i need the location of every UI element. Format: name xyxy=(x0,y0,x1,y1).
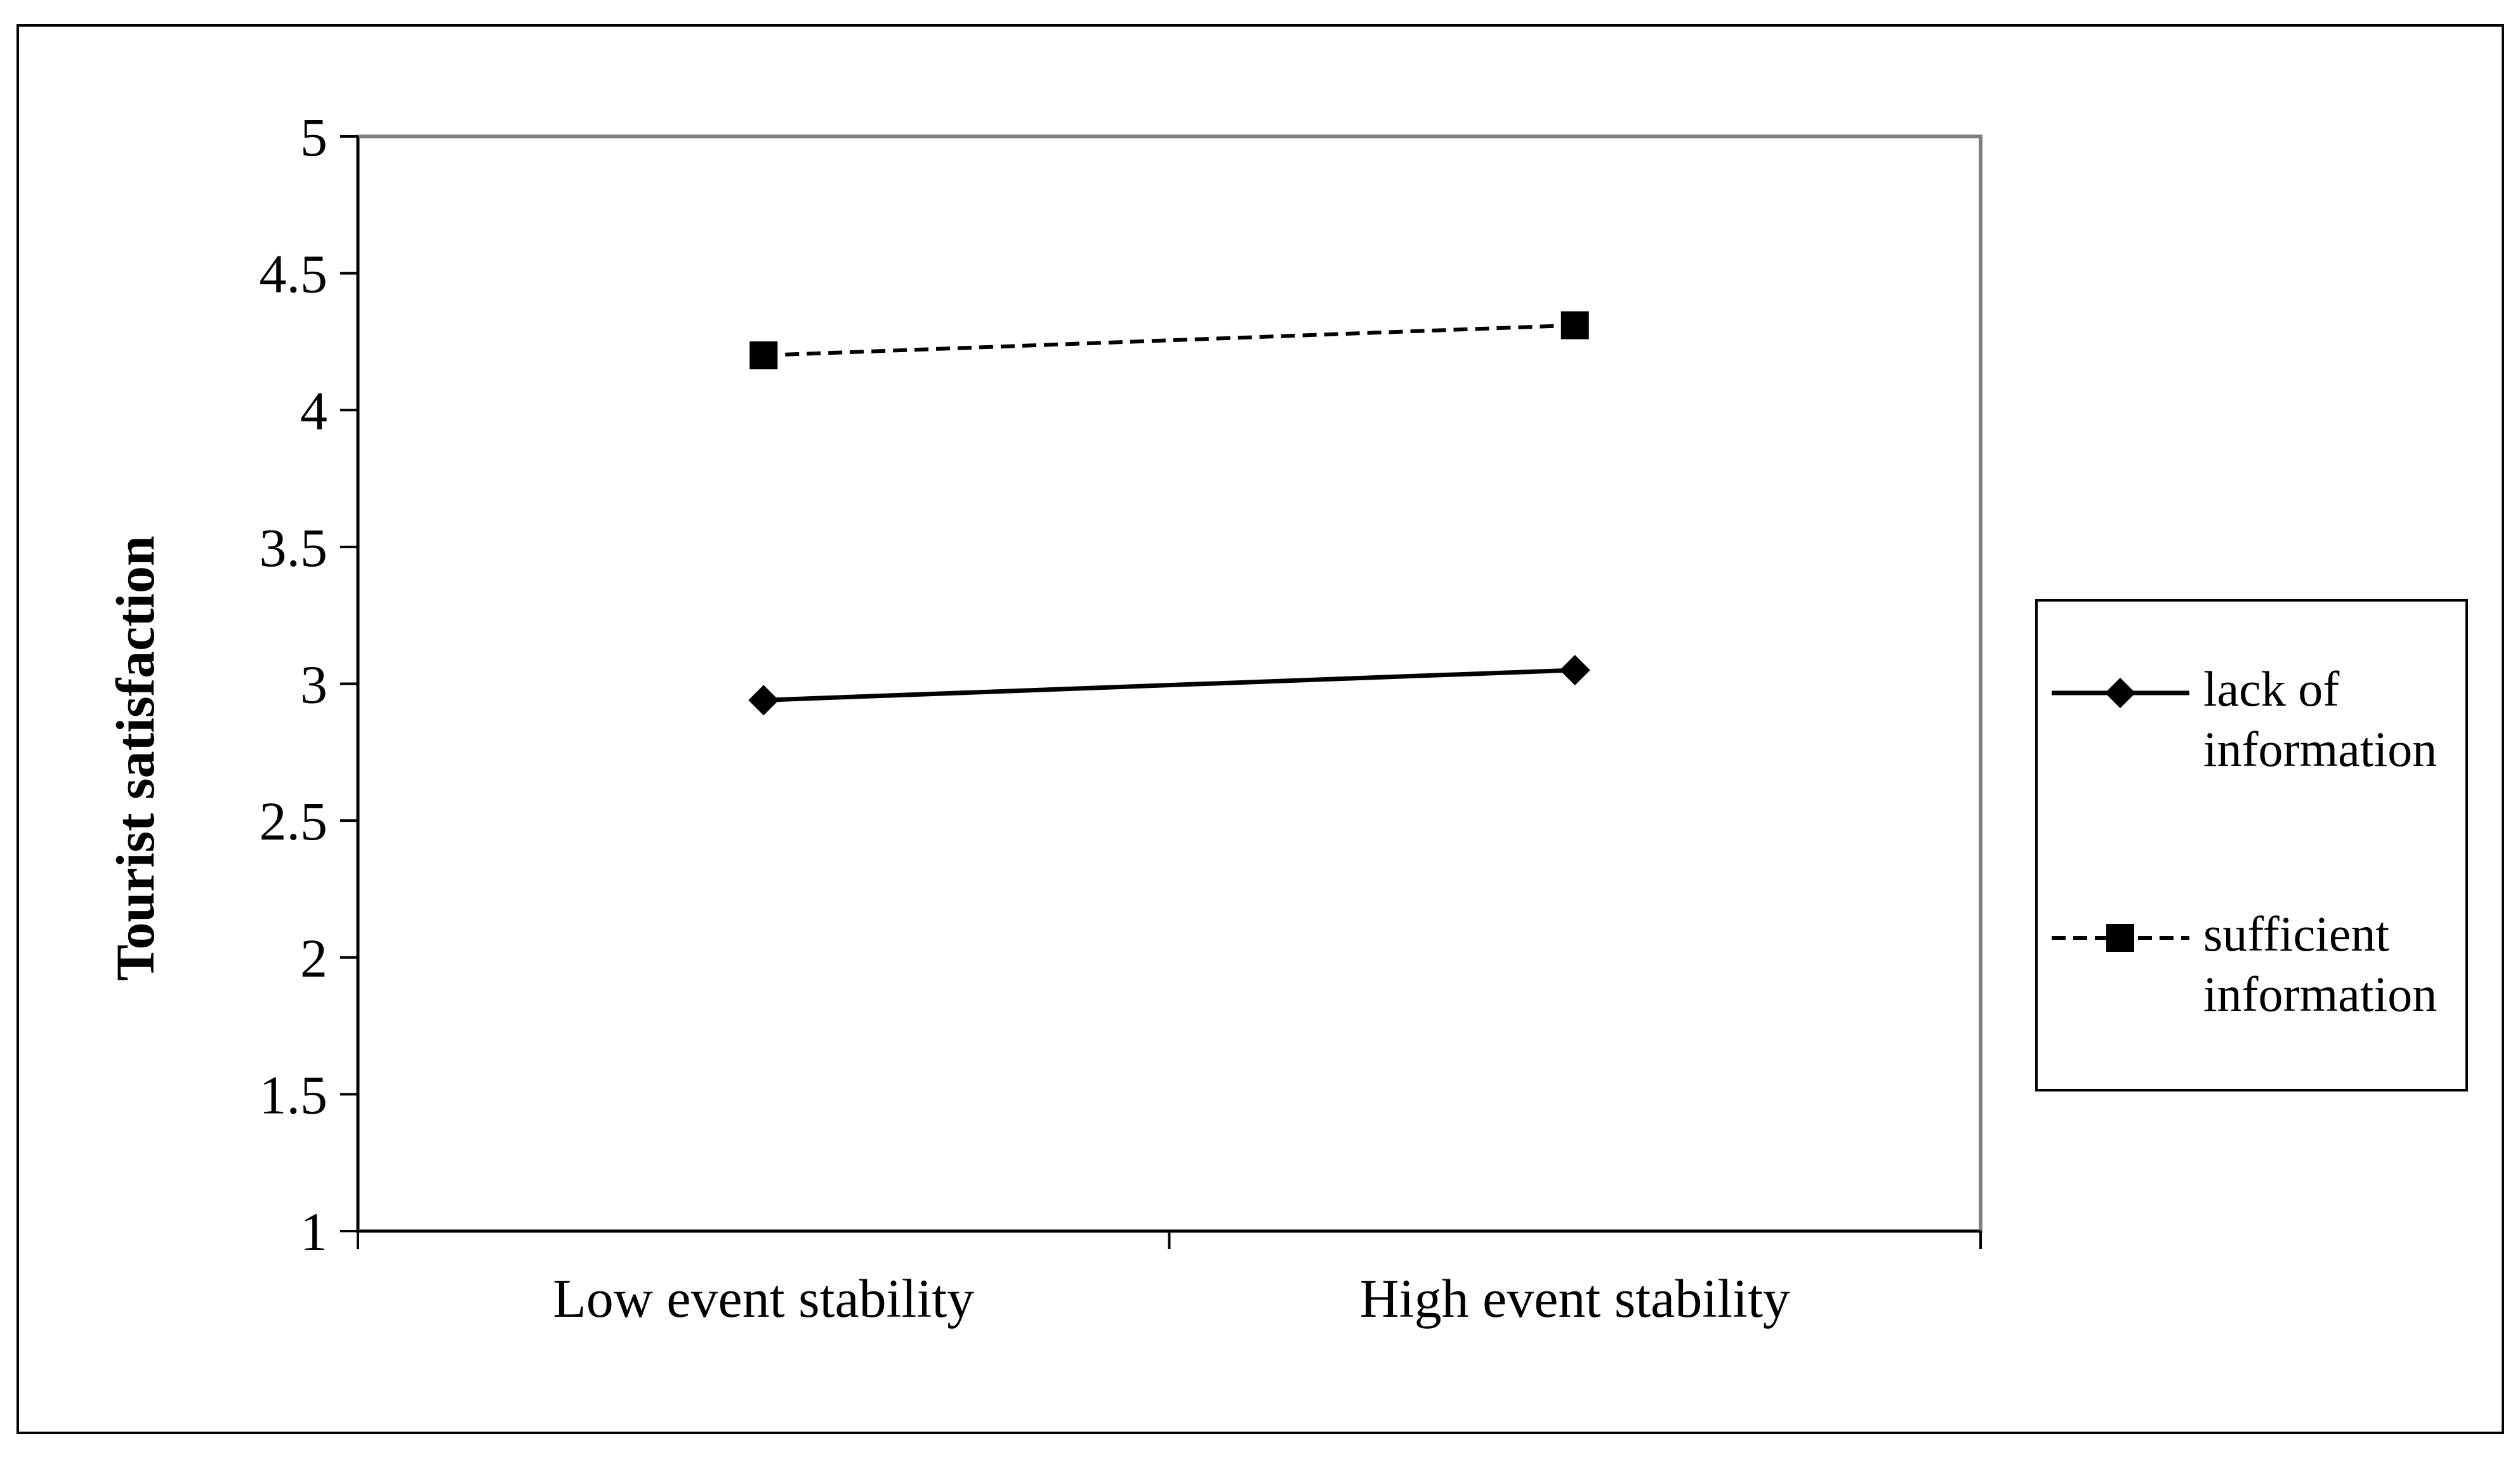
y-tick-label: 5 xyxy=(300,107,327,168)
y-tick-label: 4.5 xyxy=(260,244,328,305)
x-axis: Low event stability High event stability xyxy=(357,1230,1982,1329)
y-tick-label: 1.5 xyxy=(260,1064,328,1125)
legend-label: information xyxy=(2203,966,2437,1022)
legend-label: lack of xyxy=(2203,661,2339,716)
x-category-label: High event stability xyxy=(1360,1268,1790,1329)
data-point-square xyxy=(1560,311,1589,340)
legend-marker-diamond xyxy=(2105,678,2135,708)
legend-box xyxy=(2035,599,2468,1091)
data-point-diamond xyxy=(748,685,779,716)
data-point-square xyxy=(749,341,778,369)
y-axis-title: Tourist satisfaction xyxy=(105,536,166,981)
legend-label: sufficient xyxy=(2203,906,2389,961)
y-tick-label: 2.5 xyxy=(260,791,328,852)
series-sufficient-information xyxy=(749,311,1589,369)
legend-label: information xyxy=(2203,722,2437,777)
y-tick-label: 2 xyxy=(300,928,327,989)
y-tick-label: 4 xyxy=(300,380,327,441)
series-line xyxy=(763,323,1575,357)
data-point-diamond xyxy=(1559,654,1590,685)
y-tick-label: 3.5 xyxy=(260,517,328,578)
series-line xyxy=(763,668,1575,702)
x-category-label: Low event stability xyxy=(553,1268,974,1329)
legend-entry: lack of information xyxy=(2052,661,2437,777)
y-axis: 1 1.5 2 2.5 3 3.5 4 4.5 5 xyxy=(260,107,359,1262)
y-tick-label: 3 xyxy=(300,654,327,715)
series-layer xyxy=(748,311,1590,716)
legend-marker-square xyxy=(2106,924,2134,952)
y-tick-label: 1 xyxy=(300,1201,327,1262)
series-lack-of-information xyxy=(748,654,1590,716)
